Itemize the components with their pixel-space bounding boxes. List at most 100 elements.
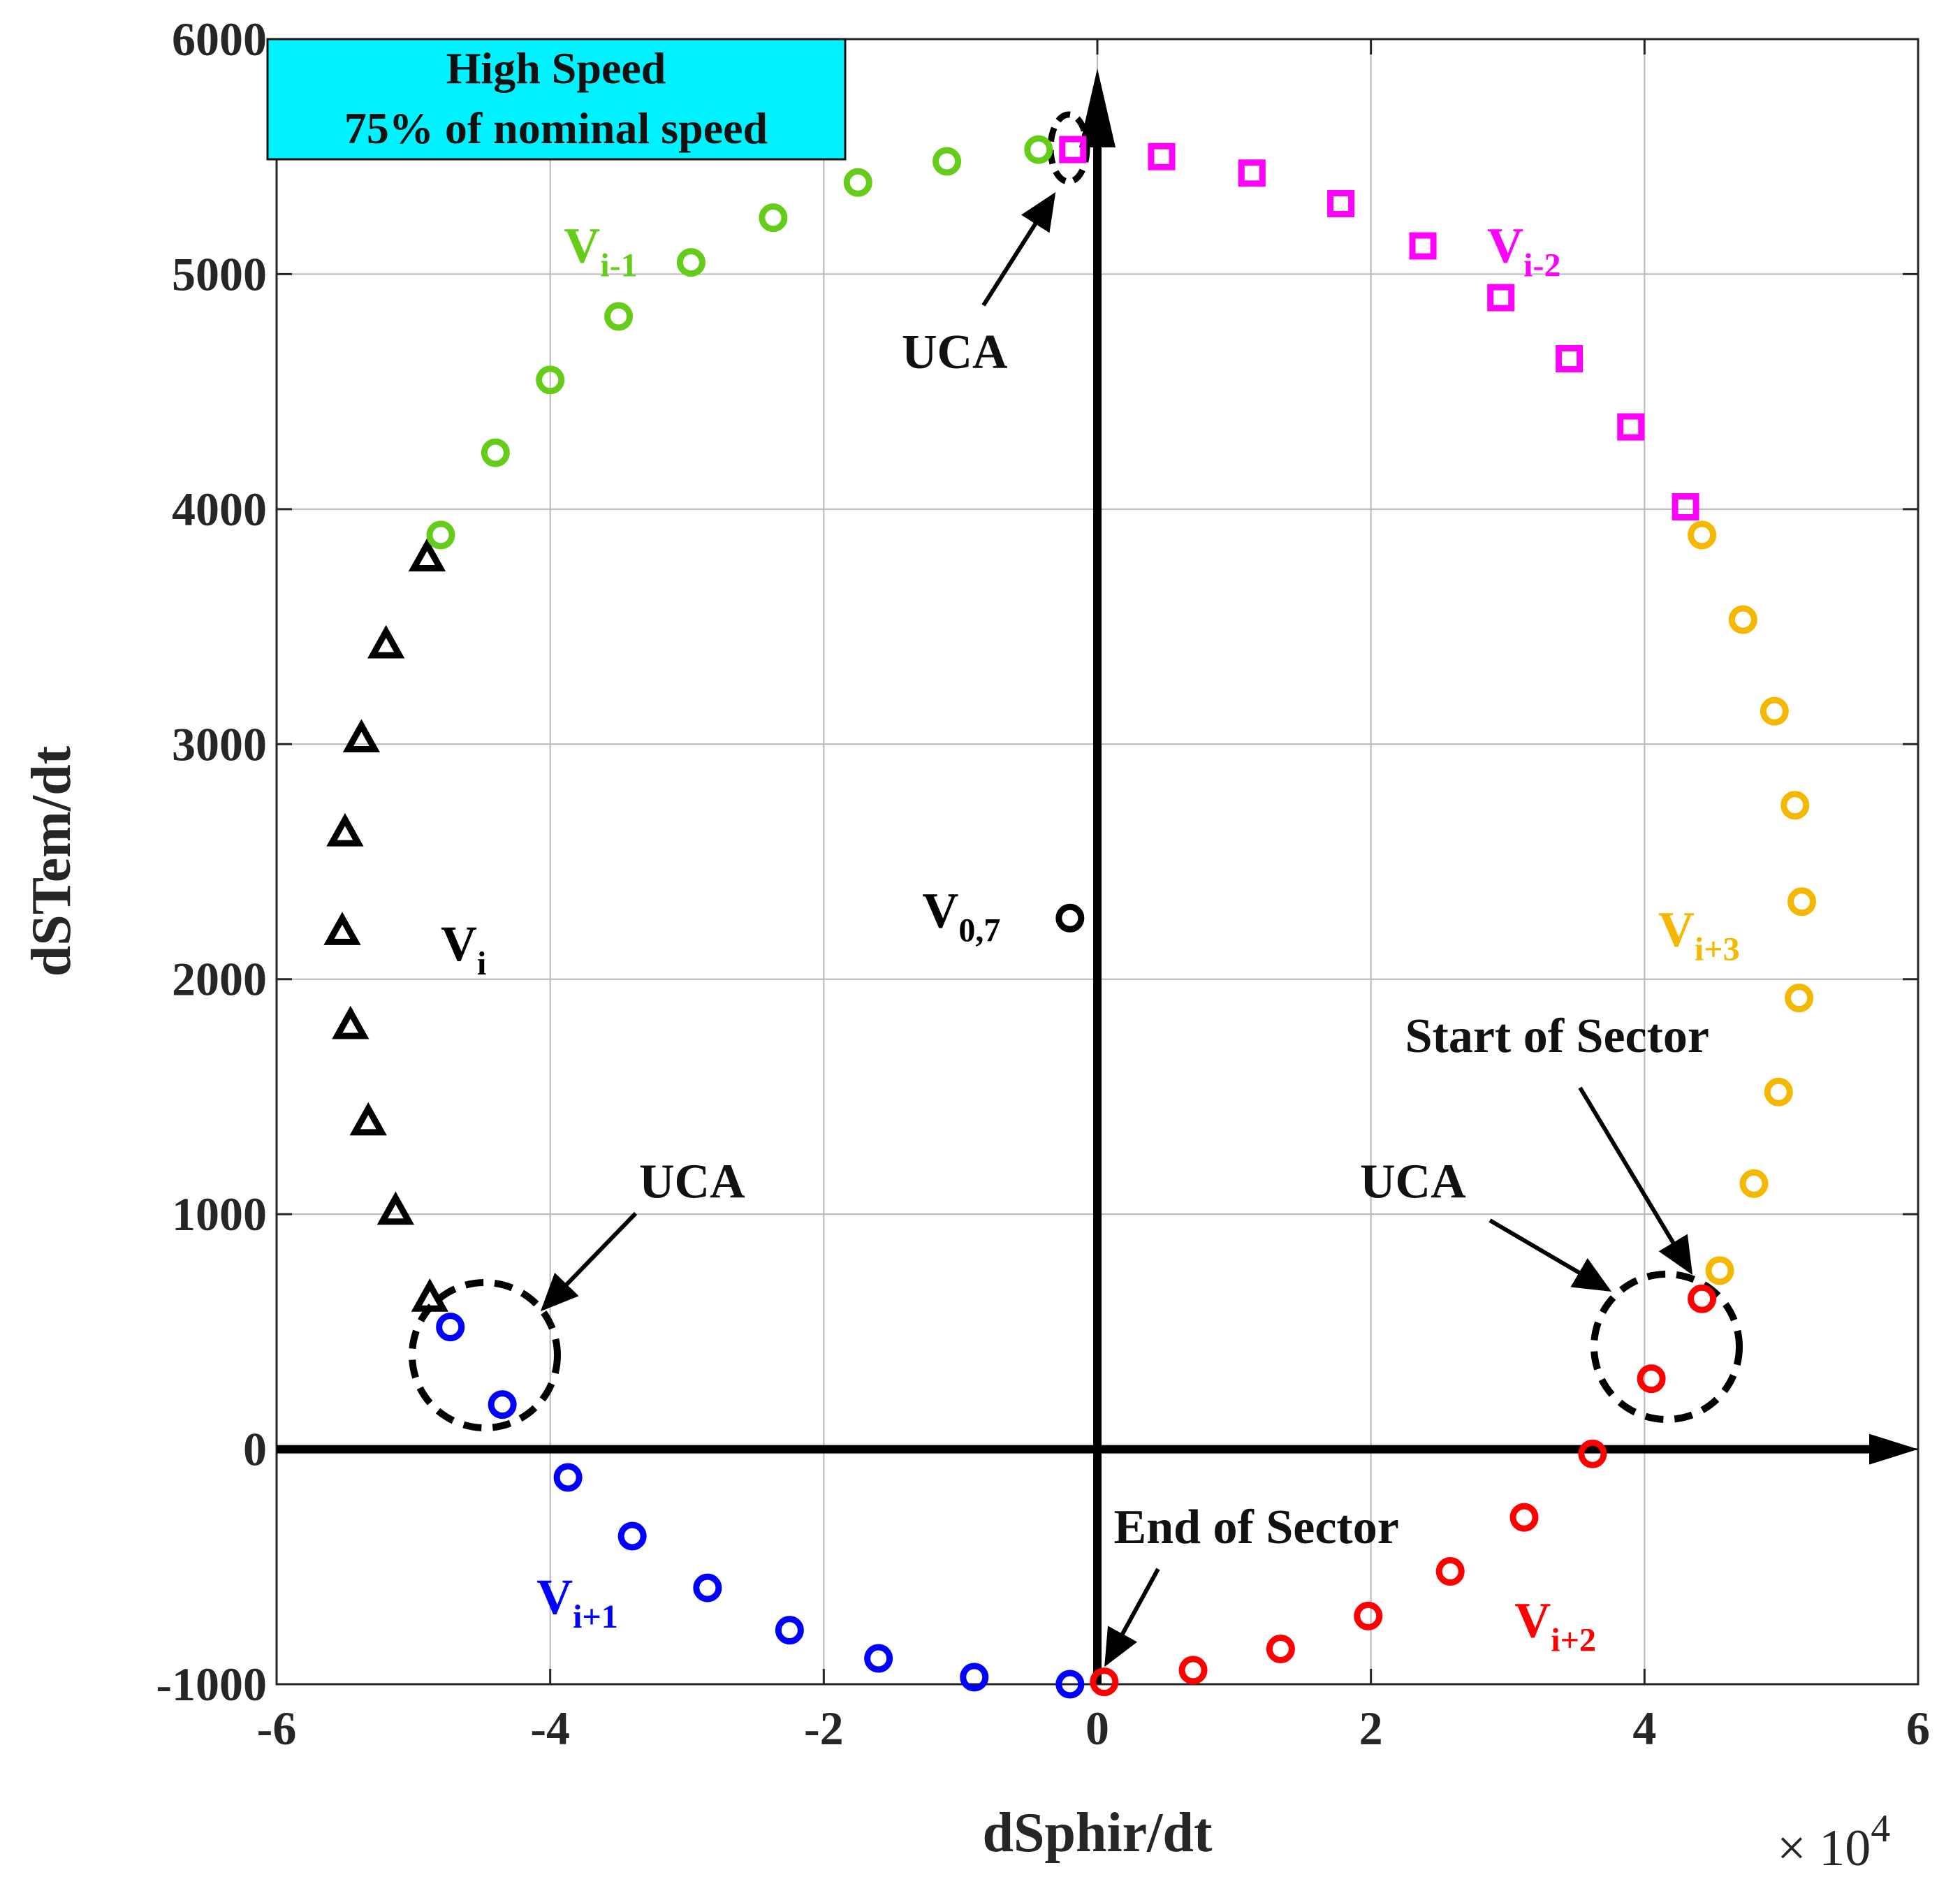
data-point [933,147,962,176]
uca-circle-top [1047,111,1090,185]
series-label-sub: i+1 [573,1598,618,1635]
data-point [408,538,446,572]
series-label-sub: i-1 [600,247,637,284]
series-label: Vi+1 [536,1569,618,1635]
data-point [553,1463,583,1492]
series-label-main: V [1658,902,1695,958]
data-point [843,168,872,197]
info-box [266,38,847,161]
data-point [349,1102,387,1136]
y-tick-label: 6000 [172,13,267,66]
data-point [1688,1284,1717,1313]
data-point [1409,232,1437,260]
x-axis-title: dSphir/dt [982,1802,1212,1864]
data-point [326,812,364,847]
series-label-main: V [922,883,958,939]
x-tick-label: -2 [804,1702,844,1755]
data-point [1055,1670,1085,1699]
y-axis-title: dSTem/dt [21,745,82,977]
data-point [775,1616,804,1645]
x-axis-arrowhead [1869,1433,1918,1465]
data-point [1787,887,1817,917]
series-label-main: V [536,1569,573,1625]
series-label: Vi-2 [1487,218,1560,284]
uca-circle-right [1590,1271,1743,1423]
info-box-line1: High Speed [446,43,666,93]
uca-right-arrow [1489,1218,1612,1292]
series-label-sub: i+3 [1695,931,1740,968]
series-label-sub: 0,7 [958,912,1000,949]
annotation-text: Start of Sector [1405,1009,1709,1063]
series-label-main: V [564,218,600,274]
y-tick-label: 5000 [172,247,267,300]
y-axis-arrowhead [1079,68,1116,147]
data-point [367,625,405,659]
x-exponent-base: × 10 [1777,1820,1871,1877]
data-point [1059,136,1087,163]
uca-circle-left [409,1279,561,1431]
data-point [1688,520,1717,550]
data-point [1578,1439,1607,1468]
data-point [1487,284,1515,312]
data-point [1617,413,1645,441]
series-label: Vi+3 [1658,902,1740,968]
x-exponent: × 104 [1777,1807,1890,1877]
data-points [323,135,1817,1699]
annotation-text: UCA [902,326,1008,379]
y-tick-label: -1000 [156,1658,267,1711]
y-tick-label: 0 [243,1423,267,1476]
x-tick-label: -6 [257,1702,297,1755]
data-point [693,1573,722,1602]
series-label-main: V [441,916,477,972]
data-point [1148,143,1176,170]
info-box-line2: 75% of nominal speed [344,103,768,153]
data-point [1024,135,1053,164]
data-point [617,1521,647,1551]
annotation-text: UCA [1360,1155,1466,1209]
data-point [1327,190,1355,217]
series-label: Vi [441,916,486,982]
annotation-text: UCA [639,1155,745,1209]
annotations: UCA UCA UCA Start of Sector End of Sector [639,326,1709,1554]
data-point [1435,1557,1465,1586]
data-point [1764,1077,1793,1107]
data-point [1266,1635,1295,1664]
data-point [1055,903,1085,933]
start-of-sector-arrow [1578,1086,1693,1276]
data-point [1556,345,1584,373]
x-tick-label: 4 [1632,1702,1656,1755]
data-point [1637,1364,1666,1394]
data-point [676,248,705,277]
uca-top-arrow [981,191,1056,307]
x-tick-label: 6 [1906,1702,1930,1755]
y-tick-label: 3000 [172,717,267,771]
data-point [1178,1656,1208,1685]
x-tick-label: 0 [1085,1702,1109,1755]
data-point [342,719,381,753]
annotation-text: End of Sector [1114,1500,1399,1554]
data-point [1728,605,1757,634]
data-point [864,1644,893,1673]
series-label: Vi+2 [1514,1593,1596,1659]
data-point [1705,1256,1734,1285]
data-point [1509,1503,1539,1532]
series-label-sub: i [477,945,486,982]
data-point [759,203,788,233]
data-point [376,1191,415,1225]
series-label-sub: i+2 [1551,1622,1596,1659]
series-label: Vi-1 [564,218,637,284]
series-label-main: V [1487,218,1523,274]
y-tick-label: 4000 [172,483,267,536]
data-point [1739,1169,1769,1198]
series-label-sub: i-2 [1523,247,1560,284]
y-tick-label: 1000 [172,1188,267,1241]
end-of-sector-arrow [1104,1568,1160,1667]
data-point [960,1663,989,1692]
data-point [1760,696,1789,726]
x-tick-label: -4 [530,1702,570,1755]
data-point [536,365,565,395]
data-point [1780,791,1810,820]
data-point [1672,492,1699,520]
